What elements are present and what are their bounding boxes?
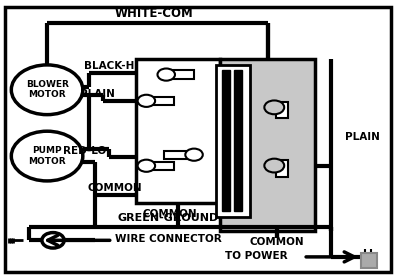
Circle shape	[11, 131, 83, 181]
Bar	[164, 70, 194, 79]
Bar	[164, 151, 194, 159]
Text: PUMP
MOTOR: PUMP MOTOR	[28, 146, 66, 166]
Text: TO POWER: TO POWER	[225, 251, 287, 261]
Circle shape	[264, 159, 284, 172]
Bar	[144, 97, 174, 105]
Text: PLAIN: PLAIN	[80, 89, 114, 99]
Bar	[234, 70, 242, 211]
Text: COMMON: COMMON	[87, 183, 142, 193]
Text: BLOWER
MOTOR: BLOWER MOTOR	[26, 80, 68, 100]
Text: GREEN-GROUND: GREEN-GROUND	[118, 213, 219, 223]
Text: A: A	[270, 161, 278, 170]
Text: COMMON: COMMON	[143, 209, 198, 219]
Text: 3: 3	[143, 96, 150, 105]
Text: PLAIN: PLAIN	[345, 132, 380, 142]
Circle shape	[138, 160, 155, 172]
Text: WHITE-COM: WHITE-COM	[115, 7, 194, 20]
Text: 1: 1	[143, 161, 150, 170]
Circle shape	[264, 100, 284, 114]
Circle shape	[185, 149, 203, 161]
Bar	[276, 160, 288, 177]
Circle shape	[138, 95, 155, 107]
Circle shape	[42, 233, 64, 248]
Bar	[136, 59, 220, 203]
Bar	[276, 102, 288, 118]
Bar	[220, 59, 315, 231]
Text: WIRE CONNECTOR: WIRE CONNECTOR	[115, 234, 222, 244]
Bar	[216, 65, 250, 217]
Bar	[361, 253, 377, 268]
Bar	[222, 70, 230, 211]
Text: B: B	[270, 102, 278, 112]
Text: 2: 2	[191, 150, 197, 159]
Text: 4: 4	[163, 70, 170, 79]
Text: RED-LO: RED-LO	[64, 146, 107, 156]
Circle shape	[158, 69, 175, 81]
Text: COMMON: COMMON	[250, 237, 304, 247]
Circle shape	[11, 65, 83, 115]
Bar	[144, 162, 174, 170]
Text: BLACK-HI: BLACK-HI	[84, 61, 138, 71]
